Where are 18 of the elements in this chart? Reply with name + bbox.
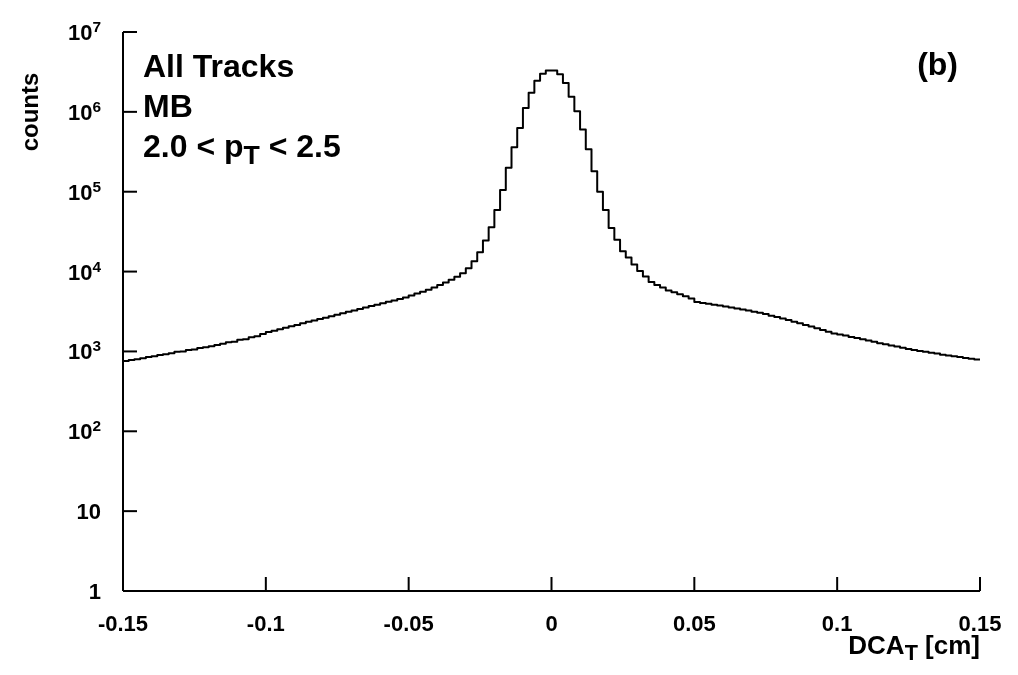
y-tick-label: 10 <box>76 499 101 525</box>
x-tick-label: -0.05 <box>383 611 434 636</box>
y-tick-label: 10$^{2}$ <box>67 416 101 445</box>
x-tick-label: 0 <box>545 611 558 636</box>
y-tick-label: 10$^{4}$ <box>67 257 102 285</box>
x-tick-label: 0.05 <box>672 611 716 636</box>
y-tick-label: 1 <box>88 579 101 604</box>
annotation: All Tracks <box>143 47 296 86</box>
y-tick-label: 10$^{7}$ <box>67 17 101 45</box>
x-tick-label: -0.1 <box>246 611 285 636</box>
y-tick-label: 10$^{5}$ <box>67 177 102 205</box>
annotation: MB <box>143 87 194 126</box>
x-tick-label: -0.15 <box>97 611 149 636</box>
annotation: 2.0 < p$_{T}$ < 2.5 <box>143 127 341 173</box>
y-tick-label: 10$^{6}$ <box>67 97 101 125</box>
y-tick-label: 10$^{3}$ <box>67 336 101 365</box>
y-axis-title: counts <box>15 72 44 152</box>
annotation: (b) <box>917 46 958 83</box>
